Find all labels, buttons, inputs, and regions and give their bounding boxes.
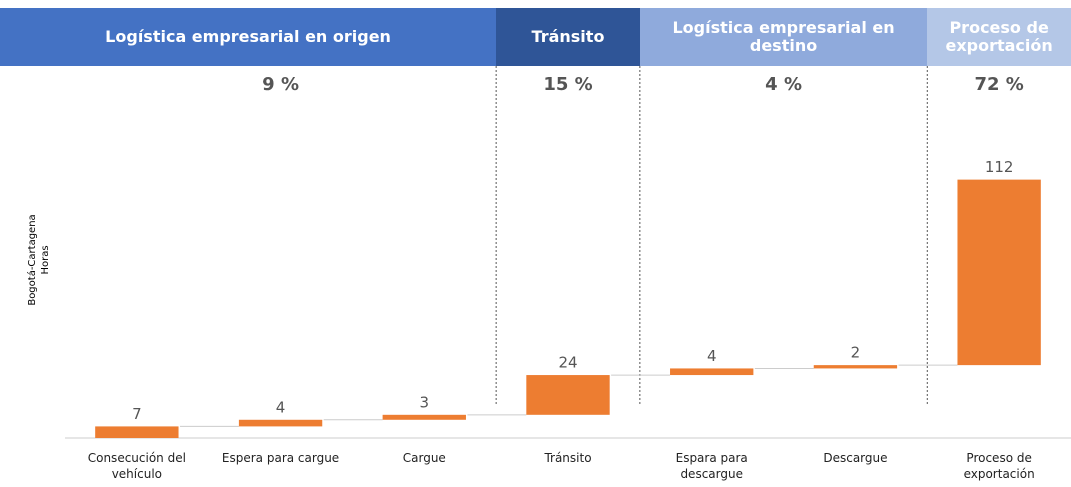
group-header: Logística empresarial en destino bbox=[639, 8, 928, 66]
x-tick-label: Tránsito bbox=[544, 451, 592, 465]
x-tick-label: Descargue bbox=[823, 451, 888, 465]
x-tick-label: Espara para descargue bbox=[675, 451, 748, 481]
x-tick-label: Cargue bbox=[402, 451, 446, 465]
bar bbox=[957, 179, 1041, 366]
group-share: 15 % bbox=[543, 74, 592, 95]
value-label: 4 bbox=[276, 398, 286, 416]
bar bbox=[813, 365, 898, 369]
group-header: Logística empresarial en origen bbox=[0, 8, 497, 66]
y-axis-label: Bogotá-Cartagena bbox=[26, 214, 38, 305]
value-label: 7 bbox=[132, 405, 142, 423]
y-axis-label: Horas bbox=[40, 245, 51, 274]
group-header: Tránsito bbox=[496, 8, 640, 66]
value-label: 112 bbox=[985, 158, 1014, 176]
group-share: 4 % bbox=[765, 74, 802, 95]
x-tick-label: Espera para cargue bbox=[221, 451, 340, 465]
value-label: 3 bbox=[420, 393, 430, 411]
value-label: 2 bbox=[851, 344, 861, 362]
bar bbox=[238, 419, 323, 427]
bar bbox=[382, 414, 466, 420]
value-label: 4 bbox=[707, 347, 717, 365]
group-share: 9 % bbox=[262, 74, 299, 95]
group-header: Proceso de exportación bbox=[927, 8, 1071, 66]
x-tick-label: Proceso de exportación bbox=[963, 451, 1035, 481]
group-share: 72 % bbox=[974, 74, 1023, 95]
bar bbox=[526, 375, 610, 415]
x-tick-label: Consecución del vehículo bbox=[87, 451, 186, 481]
bar bbox=[670, 368, 754, 376]
bar bbox=[95, 426, 179, 438]
value-label: 24 bbox=[558, 354, 577, 372]
